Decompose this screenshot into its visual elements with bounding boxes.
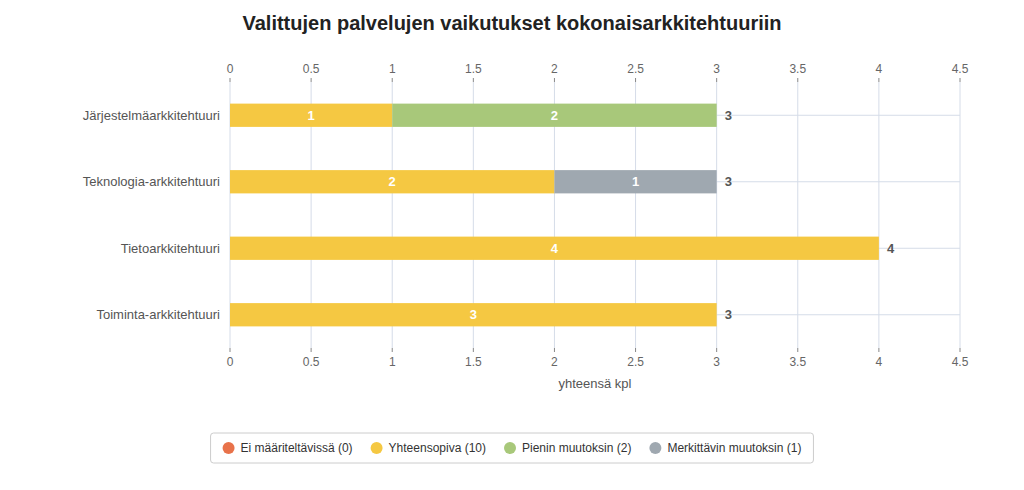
tick-mark [392, 348, 393, 352]
tick-label: 0 [227, 62, 234, 76]
tick-mark [473, 78, 474, 82]
tick-label: 1.5 [465, 355, 482, 369]
data-label: 2 [551, 108, 558, 123]
tick-mark [230, 78, 231, 82]
tick-mark [311, 348, 312, 352]
title: Valittujen palvelujen vaikutukset kokona… [242, 12, 781, 34]
tick-label: 3 [713, 355, 720, 369]
tick-mark [716, 348, 717, 352]
legend-marker [649, 442, 661, 454]
tick-mark [554, 78, 555, 82]
data-label: 3 [470, 307, 477, 322]
tick-mark [635, 78, 636, 82]
tick-label: 3 [713, 62, 720, 76]
data-label: 4 [551, 241, 559, 256]
legend: Ei määriteltävissä (0) Yhteensopiva (10) P… [211, 433, 814, 463]
tick-mark [878, 78, 879, 82]
legend-label: Pienin muutoksin (2) [522, 441, 631, 455]
tick-mark [716, 78, 717, 82]
tick-label: 1.5 [465, 62, 482, 76]
tick-label: 2 [551, 62, 558, 76]
tick-label: 4 [876, 355, 883, 369]
bar-segment [230, 170, 554, 193]
data-label: 1 [632, 174, 639, 189]
tick-mark [554, 348, 555, 352]
chart: Valittujen palvelujen vaikutukset kokona… [0, 0, 1024, 490]
tick-mark [230, 348, 231, 352]
tick-mark [473, 348, 474, 352]
tick-mark [635, 348, 636, 352]
category-label: Toiminta-arkkitehtuuri [96, 307, 220, 322]
category-label: Tietoarkkitehtuuri [121, 241, 220, 256]
legend-label: Yhteensopiva (10) [389, 441, 486, 455]
grid [230, 82, 960, 348]
total-label: 3 [725, 307, 732, 322]
legend-marker [504, 442, 516, 454]
tick-mark [797, 78, 798, 82]
category-label: Teknologia-arkkitehtuuri [83, 174, 220, 189]
tick-mark [960, 348, 961, 352]
tick-label: 1 [389, 62, 396, 76]
data-label: 2 [389, 174, 396, 189]
tick-label: 2 [551, 355, 558, 369]
tick-mark [311, 78, 312, 82]
legend-marker [223, 442, 235, 454]
tick-mark [392, 78, 393, 82]
data-labels: 1 2 3 2 1 3 4 4 3 3 [307, 108, 894, 323]
total-label: 3 [725, 108, 732, 123]
legend-frame [211, 433, 814, 463]
tick-label: 0.5 [303, 62, 320, 76]
bar-segment [392, 104, 716, 127]
tick-label: 0 [227, 355, 234, 369]
tick-label: 3.5 [789, 62, 806, 76]
x-axis: 0 0 0.5 0.5 1 1 1.5 1.5 2 2 2.5 2.5 3 3 3.5 3.5 4 4 4.5 4.5 [227, 62, 969, 369]
total-label: 4 [887, 241, 895, 256]
total-label: 3 [725, 174, 732, 189]
tick-label: 2.5 [627, 62, 644, 76]
grid-line-x [878, 82, 879, 348]
legend-label: Ei määriteltävissä (0) [241, 441, 353, 455]
tick-label: 0.5 [303, 355, 320, 369]
bars [230, 104, 879, 327]
legend-marker [371, 442, 383, 454]
tick-mark [797, 348, 798, 352]
axis-label: yhteensä kpl [559, 376, 632, 391]
tick-label: 3.5 [789, 355, 806, 369]
data-label: 1 [307, 108, 314, 123]
tick-label: 4.5 [952, 62, 969, 76]
bar-segment [554, 170, 716, 193]
tick-label: 4 [876, 62, 883, 76]
category-label: Järjestelmäarkkitehtuuri [83, 108, 220, 123]
grid-line-x [797, 82, 798, 348]
bar-segment [230, 237, 879, 260]
tick-mark [878, 348, 879, 352]
y-axis: Järjestelmäarkkitehtuuri Teknologia-arkki… [83, 108, 220, 323]
bar-segment [230, 104, 392, 127]
tick-mark [960, 78, 961, 82]
tick-label: 1 [389, 355, 396, 369]
bar-segment [230, 303, 717, 326]
legend-label: Merkittävin muutoksin (1) [667, 441, 801, 455]
tick-label: 4.5 [952, 355, 969, 369]
grid-line-x [960, 82, 961, 348]
tick-label: 2.5 [627, 355, 644, 369]
